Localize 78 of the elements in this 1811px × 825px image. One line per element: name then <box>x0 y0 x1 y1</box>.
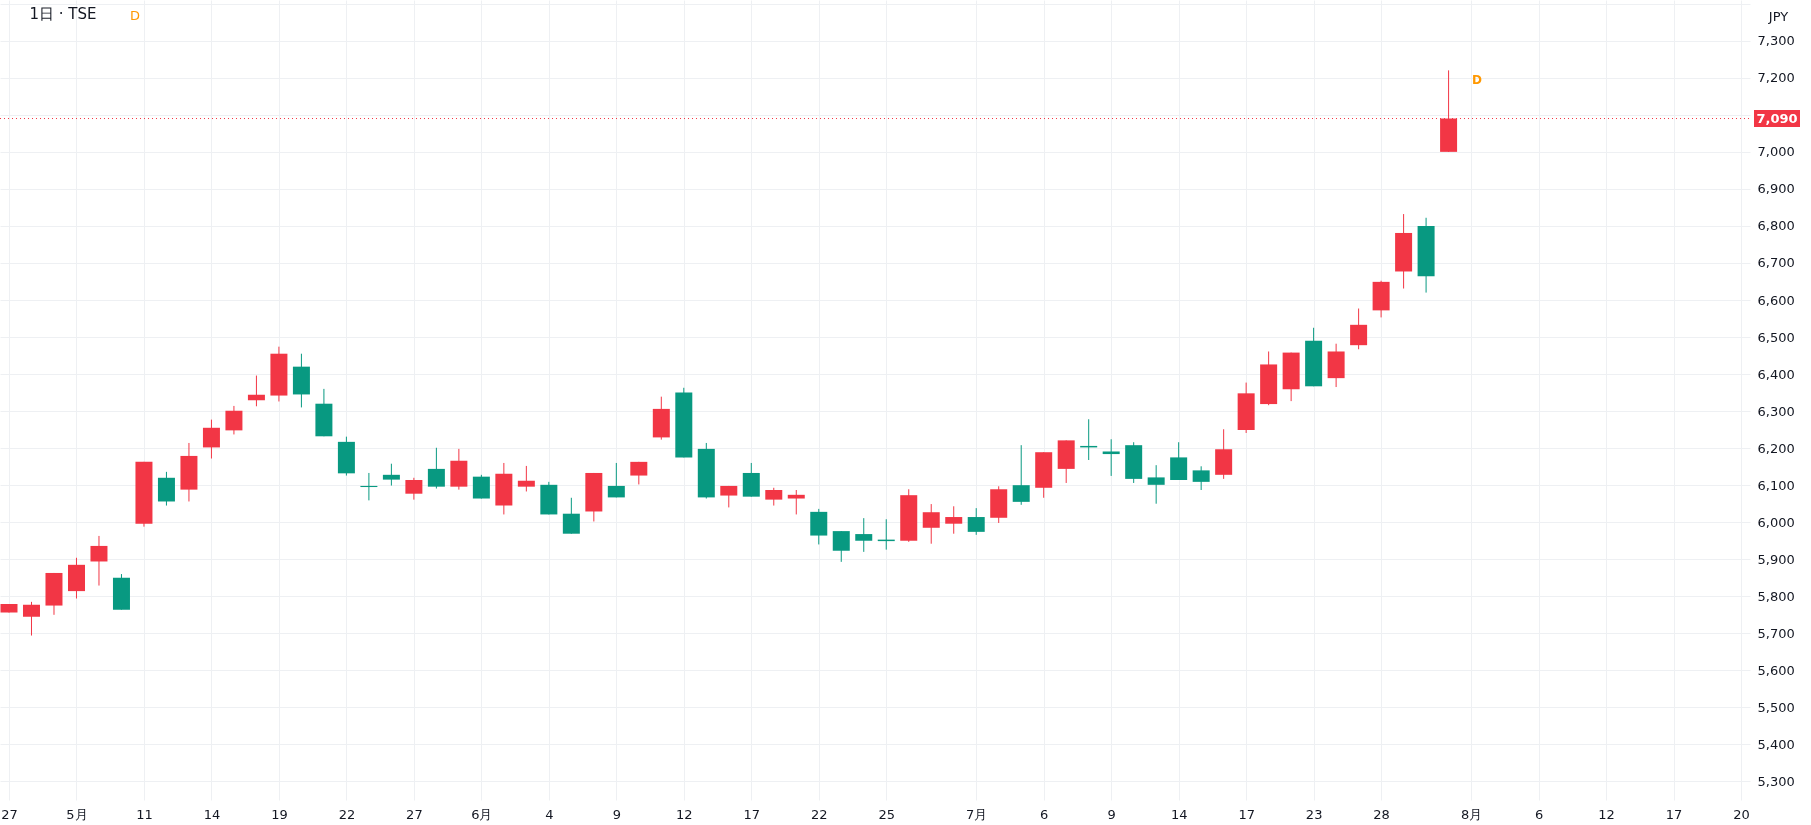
x-tick-label: 9 <box>1107 806 1116 822</box>
y-tick-label: 5,400 <box>1757 736 1795 752</box>
x-tick-label: 14 <box>1170 806 1188 822</box>
candlestick <box>157 471 175 507</box>
candlestick <box>225 405 243 435</box>
y-tick-label: 5,300 <box>1757 773 1795 789</box>
y-tick-label: 5,600 <box>1757 662 1795 678</box>
candlestick <box>405 477 423 501</box>
candlestick <box>1147 464 1165 505</box>
candlestick <box>1102 438 1120 477</box>
candlestick <box>1192 465 1210 491</box>
x-tick-label: 17 <box>1238 806 1255 822</box>
x-tick-label: 22 <box>810 806 828 822</box>
candlestick <box>922 503 940 545</box>
x-tick-label: 20 <box>1733 806 1750 822</box>
y-tick-label: 6,100 <box>1757 477 1795 493</box>
x-tick-label: 8月 <box>1460 806 1483 822</box>
candlestick <box>1012 444 1030 506</box>
x-tick-label: 22 <box>338 806 356 822</box>
candlestick <box>607 462 625 498</box>
x-tick-label: 9 <box>612 806 621 822</box>
x-tick-label: 6月 <box>471 806 493 822</box>
x-tick-label: 12 <box>676 806 693 822</box>
y-tick-label: 7,200 <box>1757 70 1795 86</box>
y-tick-label: 5,700 <box>1757 625 1795 641</box>
x-tick-label: 23 <box>1305 806 1323 822</box>
x-tick-label: 27 <box>406 806 423 822</box>
x-tick-label: 6 <box>1040 806 1049 822</box>
candlestick <box>517 465 535 492</box>
y-tick-label: 5,500 <box>1757 699 1795 715</box>
candlestick <box>472 474 490 500</box>
x-tick-label: 25 <box>878 806 896 822</box>
x-tick-label: 19 <box>271 806 288 822</box>
y-tick-label: 7,300 <box>1757 33 1795 49</box>
candlestick <box>247 375 265 407</box>
annotation: D <box>129 8 141 23</box>
candlestick <box>427 447 445 490</box>
y-tick-label: 6,900 <box>1757 181 1795 197</box>
x-tick-label: 11 <box>136 806 153 822</box>
y-tick-label: 6,700 <box>1757 255 1795 271</box>
chart-title: 1日 · TSE <box>29 4 97 23</box>
candlestick <box>945 505 963 535</box>
x-tick-label: 12 <box>1598 806 1615 822</box>
x-tick-label: 27 <box>1 806 18 822</box>
x-tick-label: 4 <box>545 806 554 822</box>
annotation: D <box>1472 73 1483 87</box>
candlestick <box>1170 441 1188 481</box>
candlestick <box>855 517 873 553</box>
candlestick <box>90 535 108 587</box>
y-tick-label: 6,000 <box>1757 514 1795 530</box>
x-tick-label: 7月 <box>966 806 988 822</box>
y-tick-label: 6,200 <box>1757 440 1795 456</box>
x-tick-label: 28 <box>1373 806 1390 822</box>
candlestick <box>810 508 828 545</box>
candlestick <box>1350 308 1368 350</box>
y-tick-label: 7,000 <box>1757 144 1795 160</box>
ref-line-label: 7,090 <box>1756 110 1798 126</box>
x-tick-label: 17 <box>1665 806 1683 822</box>
x-tick-label: 17 <box>743 806 761 822</box>
y-tick-label: 6,600 <box>1757 292 1795 308</box>
y-tick-label: 5,800 <box>1757 588 1795 604</box>
x-tick-label: 6 <box>1534 806 1544 822</box>
candlestick <box>562 497 580 535</box>
y-tick-label: 6,800 <box>1757 218 1795 234</box>
candlestick <box>742 462 760 498</box>
x-tick-label: 5月 <box>66 806 88 822</box>
y-axis-title: JPY <box>1767 8 1789 24</box>
candlestick <box>967 507 985 536</box>
y-tick-label: 6,400 <box>1757 366 1795 382</box>
y-tick-label: 6,300 <box>1757 403 1795 419</box>
y-tick-label: 6,500 <box>1757 329 1795 345</box>
x-tick-label: 14 <box>203 806 221 822</box>
candlestick <box>22 601 40 637</box>
candlestick <box>787 489 805 515</box>
y-tick-label: 5,900 <box>1757 551 1795 567</box>
candlestick <box>832 530 850 563</box>
candlestick <box>202 419 220 460</box>
candlestick <box>382 463 400 487</box>
